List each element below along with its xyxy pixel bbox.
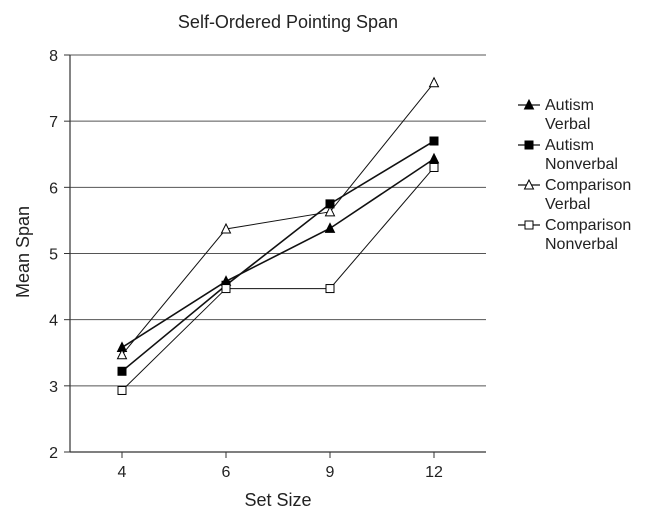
data-point xyxy=(221,284,231,294)
legend-marker xyxy=(524,140,534,150)
data-point xyxy=(428,152,440,164)
legend-label-line1: Comparison xyxy=(545,177,631,194)
legend-entry-1: Autism Verbal xyxy=(518,97,594,133)
x-tick-label: 4 xyxy=(118,464,127,481)
data-point xyxy=(428,76,440,88)
axes: 2 3 4 5 6 7 8 4 6 9 12 xyxy=(49,48,486,481)
data-point xyxy=(429,162,439,172)
gridlines xyxy=(70,54,486,453)
series-line xyxy=(121,167,435,391)
series-line xyxy=(121,140,435,372)
data-point xyxy=(324,205,336,217)
y-tick-label: 2 xyxy=(49,445,58,462)
series-group xyxy=(116,76,440,395)
series-line xyxy=(121,82,435,356)
data-point xyxy=(324,222,336,233)
x-tick-label: 9 xyxy=(326,464,335,481)
legend-label-line2: Verbal xyxy=(545,196,590,213)
x-axis-label: Set Size xyxy=(244,490,311,510)
legend-label-line1: Autism xyxy=(545,137,594,154)
legend-entry-3: Comparison Verbal xyxy=(518,177,631,213)
legend-marker xyxy=(523,98,535,110)
data-point xyxy=(325,284,335,294)
y-tick-label: 5 xyxy=(49,247,58,264)
data-point xyxy=(116,348,128,360)
data-point xyxy=(117,385,127,395)
legend: Autism Verbal Autism Nonverbal Comparison Ver… xyxy=(518,97,631,253)
series-2 xyxy=(117,136,439,376)
y-tick-label: 3 xyxy=(49,379,58,396)
y-tick-label: 7 xyxy=(49,114,58,131)
chart-title: Self-Ordered Pointing Span xyxy=(178,12,398,32)
legend-entry-2: Autism Nonverbal xyxy=(518,137,618,173)
y-tick-label: 8 xyxy=(49,48,58,65)
legend-label-line1: Comparison xyxy=(545,217,631,234)
x-tick-label: 12 xyxy=(425,464,443,481)
legend-label-line2: Nonverbal xyxy=(545,236,618,253)
series-line xyxy=(121,158,435,349)
series-3 xyxy=(116,76,440,360)
data-point xyxy=(117,366,127,376)
legend-entry-4: Comparison Nonverbal xyxy=(518,217,631,253)
data-point xyxy=(220,222,232,234)
legend-marker xyxy=(524,220,534,230)
x-tick-label: 6 xyxy=(222,464,231,481)
y-tick-label: 6 xyxy=(49,180,58,197)
legend-label-line2: Verbal xyxy=(545,116,590,133)
y-tick-label: 4 xyxy=(49,313,58,330)
series-1 xyxy=(116,152,440,352)
data-point xyxy=(429,136,439,146)
legend-label-line1: Autism xyxy=(545,97,594,114)
legend-label-line2: Nonverbal xyxy=(545,156,618,173)
series-4 xyxy=(117,162,439,395)
legend-marker xyxy=(523,178,535,190)
y-axis-label: Mean Span xyxy=(13,206,33,298)
